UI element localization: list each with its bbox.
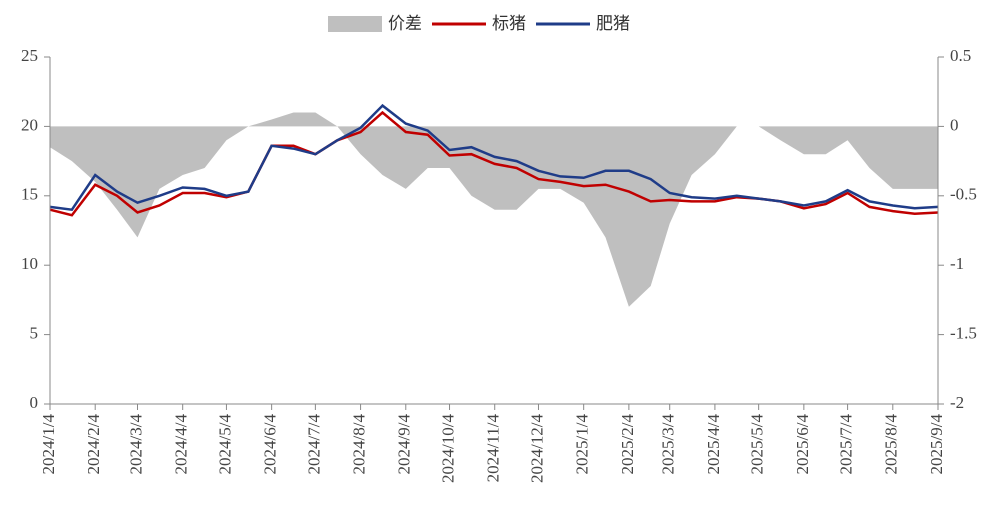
legend-label: 价差 bbox=[388, 14, 422, 33]
x-tick-label: 2024/1/4 bbox=[39, 414, 58, 475]
x-tick-label: 2024/9/4 bbox=[395, 414, 414, 475]
x-tick-label: 2024/3/4 bbox=[126, 414, 145, 475]
legend-label: 标猪 bbox=[492, 14, 526, 33]
x-tick-label: 2025/7/4 bbox=[837, 414, 856, 475]
y-tick-label: 10 bbox=[21, 254, 38, 273]
x-tick-label: 2025/6/4 bbox=[793, 414, 812, 475]
x-tick-label: 2024/11/4 bbox=[484, 414, 503, 483]
x-tick-label: 2025/4/4 bbox=[704, 414, 723, 475]
line bbox=[49, 103, 939, 212]
legend-swatch bbox=[328, 16, 382, 32]
x-tick-label: 2024/8/4 bbox=[349, 414, 368, 475]
x-tick-label: 2025/2/4 bbox=[618, 414, 637, 475]
y2-tick-label: 0 bbox=[950, 115, 959, 134]
y2-tick-label: -1 bbox=[950, 254, 964, 273]
y-tick-label: 15 bbox=[21, 185, 38, 204]
x-tick-label: 2024/4/4 bbox=[172, 414, 191, 475]
x-tick-label: 2024/2/4 bbox=[84, 414, 103, 475]
x-tick-label: 2024/7/4 bbox=[304, 414, 323, 475]
x-tick-label: 2025/5/4 bbox=[748, 414, 767, 475]
x-tick-label: 2025/3/4 bbox=[659, 414, 678, 475]
y-tick-label: 20 bbox=[21, 115, 38, 134]
x-tick-label: 2024/10/4 bbox=[438, 414, 457, 483]
y2-tick-label: -0.5 bbox=[950, 185, 977, 204]
y-tick-label: 25 bbox=[21, 46, 38, 65]
x-tick-label: 2025/9/4 bbox=[927, 414, 946, 475]
legend: 价差 标猪 肥猪 bbox=[328, 14, 630, 33]
y2-tick-label: 0.5 bbox=[950, 46, 971, 65]
y2-tick-label: -2 bbox=[950, 393, 964, 412]
area bbox=[50, 112, 938, 307]
y2-tick-label: -1.5 bbox=[950, 324, 977, 343]
legend-label: 肥猪 bbox=[596, 14, 630, 33]
x-tick-label: 2025/1/4 bbox=[573, 414, 592, 475]
x-tick-label: 2024/12/4 bbox=[527, 414, 546, 483]
x-tick-label: 2025/8/4 bbox=[882, 414, 901, 475]
x-tick-label: 2024/5/4 bbox=[215, 414, 234, 475]
y-tick-label: 5 bbox=[30, 324, 39, 343]
x-tick-label: 2024/6/4 bbox=[261, 414, 280, 475]
y-tick-label: 0 bbox=[30, 393, 39, 412]
